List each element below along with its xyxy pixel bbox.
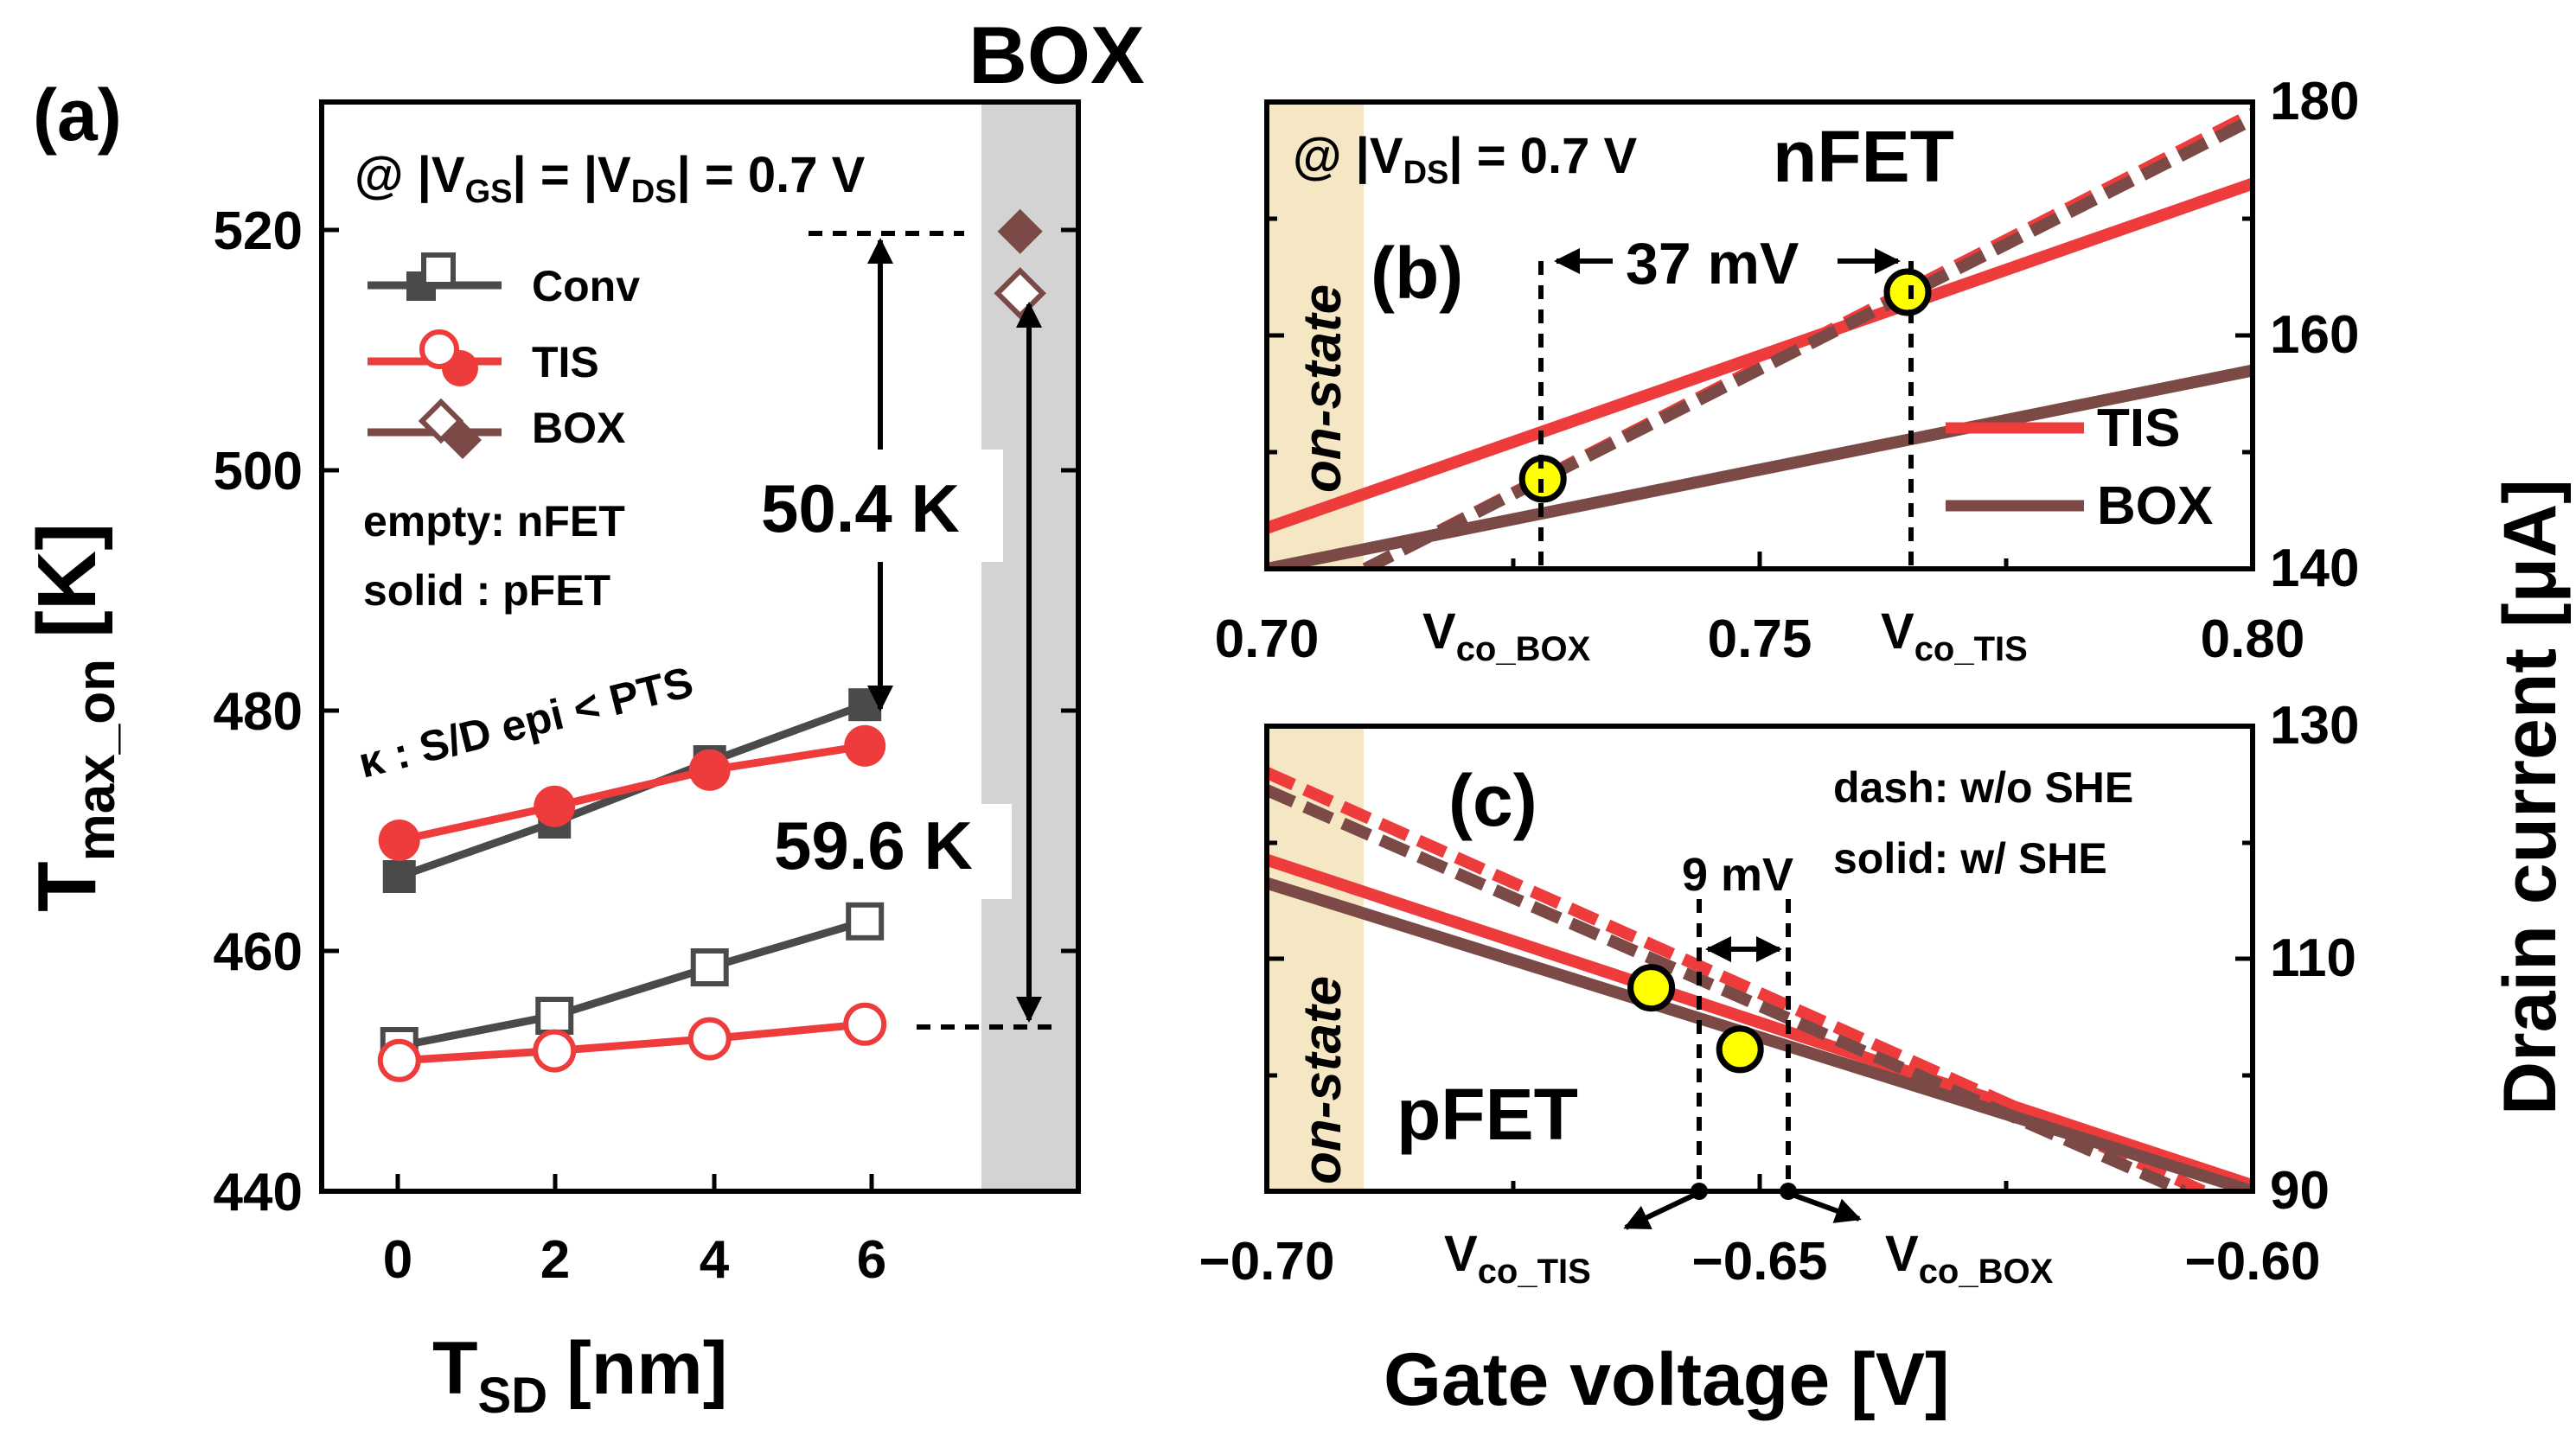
a-xtick-2: 2 xyxy=(540,1230,570,1290)
panel-c-tis-w-she-line xyxy=(1267,854,2253,1191)
a-ylabel: Tmax_on[K] xyxy=(21,523,126,912)
a-annotation-59-6k: 59.6 K xyxy=(774,807,973,883)
c-note-solid: solid: w/ SHE xyxy=(1833,834,2107,883)
gate-voltage-axis-label: Gate voltage [V] xyxy=(1384,1338,1950,1421)
c-ytick-130: 130 xyxy=(2270,696,2359,756)
conv-nfet-point-1 xyxy=(535,997,574,1035)
legend-note-solid: solid : pFET xyxy=(363,566,610,615)
panel-c-frame xyxy=(1264,724,2255,1194)
panel-b-tis-w-she-line xyxy=(1267,177,2253,534)
legend-tis-label: TIS xyxy=(532,338,599,386)
b-xtick-070: 0.70 xyxy=(1215,609,1320,669)
a-ytick-520: 520 xyxy=(214,201,303,261)
panel-a-series xyxy=(377,208,1046,1082)
a-annotation-50-4k: 50.4 K xyxy=(761,470,960,546)
panel-a-y-ticks xyxy=(322,227,1078,1194)
c-vco-box-label: Vco_BOX xyxy=(1885,1226,2054,1291)
panel-b-crossover-vco-tis xyxy=(1883,268,1932,316)
legend-conv-marker-empty xyxy=(421,252,456,287)
tis-pfet-point-2 xyxy=(688,749,731,791)
a-ytick-440: 440 xyxy=(214,1163,303,1222)
tis-pfet-point-0 xyxy=(378,820,420,861)
panel-b: on-state @ |VDS| = 0.7 V nFET (b) 37 mV … xyxy=(1215,72,2360,669)
a-legend: Conv TIS BOX empty: nFET solid : pFET xyxy=(363,252,640,615)
legend-box-marker-empty xyxy=(418,398,464,444)
c-xtick-070: −0.70 xyxy=(1199,1232,1335,1292)
b-ytick-160: 160 xyxy=(2270,305,2359,365)
tis-pfet-line xyxy=(398,742,866,845)
tis-pfet-point-1 xyxy=(534,785,576,827)
b-device-label: nFET xyxy=(1773,116,1954,197)
b-delta-annotation: 37 mV xyxy=(1538,231,1914,569)
box-pfet-point-0 xyxy=(997,208,1043,254)
tis-pfet-point-3 xyxy=(844,724,886,767)
tis-nfet-line xyxy=(399,1020,866,1065)
b-legend-box: BOX xyxy=(2097,476,2213,536)
legend-conv-label: Conv xyxy=(532,262,640,310)
c-note-dash: dash: w/o SHE xyxy=(1833,763,2133,812)
b-condition: @ |VDS| = 0.7 V xyxy=(1293,128,1637,191)
b-vco-tis-label: Vco_TIS xyxy=(1881,603,2028,668)
c-delta-annotation: 9 mV xyxy=(1682,849,1793,1191)
tis-nfet-point-1 xyxy=(533,1029,577,1073)
b-ytick-180: 180 xyxy=(2270,72,2359,131)
conv-nfet-point-2 xyxy=(690,948,729,986)
b-ytick-140: 140 xyxy=(2270,539,2359,598)
a-ytick-500: 500 xyxy=(214,442,303,501)
c-delta-label: 9 mV xyxy=(1682,849,1793,901)
tis-nfet-point-0 xyxy=(377,1038,421,1082)
c-xtick-060: −0.60 xyxy=(2185,1232,2321,1292)
panel-b-frame xyxy=(1264,99,2255,571)
panel-b-box-w-she-line xyxy=(1267,364,2253,569)
tis-nfet-point-2 xyxy=(687,1017,732,1061)
conv-pfet-point-3 xyxy=(848,688,882,722)
c-ytick-90: 90 xyxy=(2270,1161,2330,1221)
a-annotations: 50.4 K 59.6 K xyxy=(757,231,1055,1030)
b-vco-box-label: Vco_BOX xyxy=(1422,603,1591,668)
panel-c-box-w-o-she-line xyxy=(1267,784,2187,1191)
tis-nfet-point-3 xyxy=(843,1002,887,1046)
panel-a-frame xyxy=(319,99,1081,1194)
c-vco-tis-label: Vco_TIS xyxy=(1444,1226,1591,1291)
a-kappa-note: κ : S/D epi < PTS xyxy=(354,658,698,788)
panel-b-series xyxy=(1267,108,2253,569)
b-legend-tis: TIS xyxy=(2097,399,2180,458)
b-xtick-075: 0.75 xyxy=(1708,609,1812,669)
a-xtick-4: 4 xyxy=(700,1230,730,1290)
drain-current-axis-label: Drain current [μA] xyxy=(2489,479,2572,1115)
conv-pfet-point-0 xyxy=(382,860,416,893)
a-ytick-460: 460 xyxy=(214,922,303,982)
panel-b-label: (b) xyxy=(1371,233,1463,314)
legend-box-label: BOX xyxy=(532,404,625,452)
a-ytick-480: 480 xyxy=(214,682,303,742)
conv-nfet-line xyxy=(398,917,866,1050)
c-ytick-110: 110 xyxy=(2270,928,2356,988)
a-xtick-0: 0 xyxy=(383,1230,412,1290)
a-xlabel: TSD [nm] xyxy=(432,1327,727,1424)
b-delta-label: 37 mV xyxy=(1626,231,1799,297)
panel-c-series xyxy=(1267,767,2253,1191)
c-xtick-065: −0.65 xyxy=(1692,1232,1828,1292)
panel-a-label: (a) xyxy=(33,74,122,156)
panel-c-crossover-vco-tis xyxy=(1627,964,1676,1012)
b-xtick-080: 0.80 xyxy=(2201,609,2305,669)
legend-tis-marker-empty xyxy=(419,329,459,369)
panel-c-label: (c) xyxy=(1448,760,1537,841)
panel-c: on-state (c) dash: w/o SHE solid: w/ SHE… xyxy=(1199,696,2360,1292)
b-onstate-label: on-state xyxy=(1293,284,1352,493)
a-xtick-6: 6 xyxy=(857,1230,886,1290)
c-onstate-label: on-state xyxy=(1293,976,1352,1184)
legend-note-empty: empty: nFET xyxy=(363,497,625,545)
b-legend: TIS BOX xyxy=(1946,399,2213,536)
panel-c-crossover-vco-box xyxy=(1716,1025,1764,1074)
box-title: BOX xyxy=(968,10,1145,100)
c-device-label: pFET xyxy=(1397,1074,1578,1155)
conv-nfet-point-3 xyxy=(846,902,885,941)
panel-a: (a) BOX 440 460 480 500 520 0 2 4 6 Tmax… xyxy=(21,10,1145,1424)
a-condition: @ |VGS| = |VDS| = 0.7 V xyxy=(355,147,866,210)
